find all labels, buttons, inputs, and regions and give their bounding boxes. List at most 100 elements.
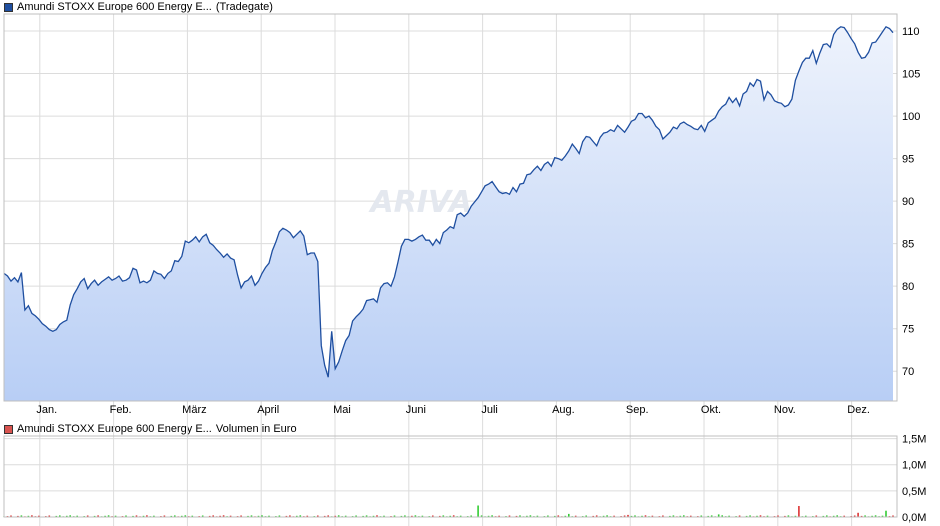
volume-bar xyxy=(805,515,807,517)
volume-bar xyxy=(212,515,214,517)
volume-bar xyxy=(672,515,675,517)
volume-chart: 0,0M 0,5M 1,0M 1,5M xyxy=(3,434,926,524)
volume-bar xyxy=(508,515,511,517)
volume-bar xyxy=(174,515,176,517)
volume-bar xyxy=(630,515,633,517)
volume-bar xyxy=(832,515,835,517)
volume-bar xyxy=(574,515,577,517)
volume-bar xyxy=(362,515,364,517)
price-chart: Jan. Feb. März April Mai Juni Juli Aug. Sep. Okt.… xyxy=(3,13,920,526)
volume-bar xyxy=(97,515,99,517)
volume-bar xyxy=(93,515,96,517)
volume-bar xyxy=(794,515,797,517)
volume-bar xyxy=(717,514,720,517)
price-legend-source: (Tradegate) xyxy=(215,1,273,13)
volume-bar xyxy=(547,515,549,517)
volume-bar xyxy=(257,515,260,517)
volume-bar xyxy=(222,515,225,517)
volume-bar xyxy=(317,515,319,517)
y-tick-label: 110 xyxy=(902,26,920,38)
volume-bar xyxy=(400,515,403,517)
x-tick-label: Mai xyxy=(333,404,351,416)
volume-bar xyxy=(191,515,194,517)
volume-bar xyxy=(250,515,253,517)
volume-bar xyxy=(48,515,51,517)
volume-y-tick-label: 1,5M xyxy=(902,434,926,446)
x-tick-label: Sep. xyxy=(626,404,649,416)
volume-bar xyxy=(296,515,298,517)
volume-bar xyxy=(344,515,347,517)
volume-bar xyxy=(860,515,863,517)
x-tick-label: Aug. xyxy=(552,404,575,416)
volume-bar xyxy=(201,515,204,517)
volume-bar xyxy=(107,515,110,517)
x-tick-label: Dez. xyxy=(847,404,870,416)
plot-border xyxy=(3,13,898,402)
y-tick-label: 85 xyxy=(902,239,914,251)
volume-plot-border xyxy=(3,435,898,518)
volume-bar xyxy=(557,515,560,517)
volume-bar xyxy=(69,515,71,517)
volume-bar xyxy=(125,515,127,517)
volume-bar xyxy=(519,515,521,517)
volume-bar xyxy=(738,515,741,517)
volume-bar xyxy=(669,515,671,517)
volume-bar xyxy=(365,515,368,517)
volume-bar xyxy=(219,515,221,517)
volume-bar xyxy=(240,515,242,517)
volume-bar xyxy=(153,515,155,517)
volume-bar xyxy=(66,515,68,517)
volume-bar xyxy=(784,515,786,517)
volume-bar xyxy=(710,515,713,517)
x-tick-label: April xyxy=(257,404,279,416)
volume-bar xyxy=(184,515,187,517)
volume-y-tick-label: 1,0M xyxy=(902,460,926,472)
volume-bar xyxy=(439,515,441,517)
volume-bar xyxy=(526,515,528,517)
volume-bar xyxy=(135,515,138,517)
volume-bar xyxy=(459,515,462,517)
volume-bar xyxy=(299,515,302,517)
x-tick-label: Juli xyxy=(481,404,498,416)
volume-bar xyxy=(707,515,709,517)
volume-bar xyxy=(285,515,288,517)
volume-bar xyxy=(885,510,887,517)
price-line xyxy=(3,25,894,378)
volume-bar xyxy=(86,515,89,517)
volume-bar xyxy=(641,515,643,517)
volume-legend-label: Amundi STOXX Europe 600 Energy E... xyxy=(17,423,212,435)
volume-bar xyxy=(595,515,598,517)
volume-bar xyxy=(651,515,654,517)
volume-bar xyxy=(355,515,357,517)
volume-bar xyxy=(480,515,483,517)
volume-bar xyxy=(38,515,40,517)
volume-bar xyxy=(721,515,723,517)
volume-bar xyxy=(114,515,117,517)
volume-bar xyxy=(27,515,30,517)
volume-bar xyxy=(592,515,594,517)
volume-bar xyxy=(414,515,417,517)
volume-bar xyxy=(892,515,894,517)
volume-bar xyxy=(536,515,539,517)
volume-bar xyxy=(515,515,518,517)
volume-bar xyxy=(442,515,445,517)
volume-bar xyxy=(871,515,873,517)
volume-y-tick-label: 0,0M xyxy=(902,512,926,524)
volume-bar xyxy=(142,515,145,517)
y-tick-label: 75 xyxy=(902,324,914,336)
volume-legend: Amundi STOXX Europe 600 Energy E... Volu… xyxy=(4,423,297,435)
volume-bar xyxy=(662,515,664,517)
volume-bar xyxy=(208,515,211,517)
volume-bar xyxy=(421,515,424,517)
volume-bar xyxy=(487,515,490,517)
volume-bar xyxy=(59,515,61,517)
volume-bar xyxy=(327,515,329,517)
volume-bar xyxy=(756,515,758,517)
volume-bar xyxy=(268,515,270,517)
volume-bar xyxy=(432,515,434,517)
y-tick-label: 105 xyxy=(902,69,920,81)
volume-bar xyxy=(766,515,769,517)
x-tick-label: Jan. xyxy=(36,404,57,416)
volume-bar xyxy=(261,515,263,517)
y-tick-label: 100 xyxy=(902,111,920,123)
